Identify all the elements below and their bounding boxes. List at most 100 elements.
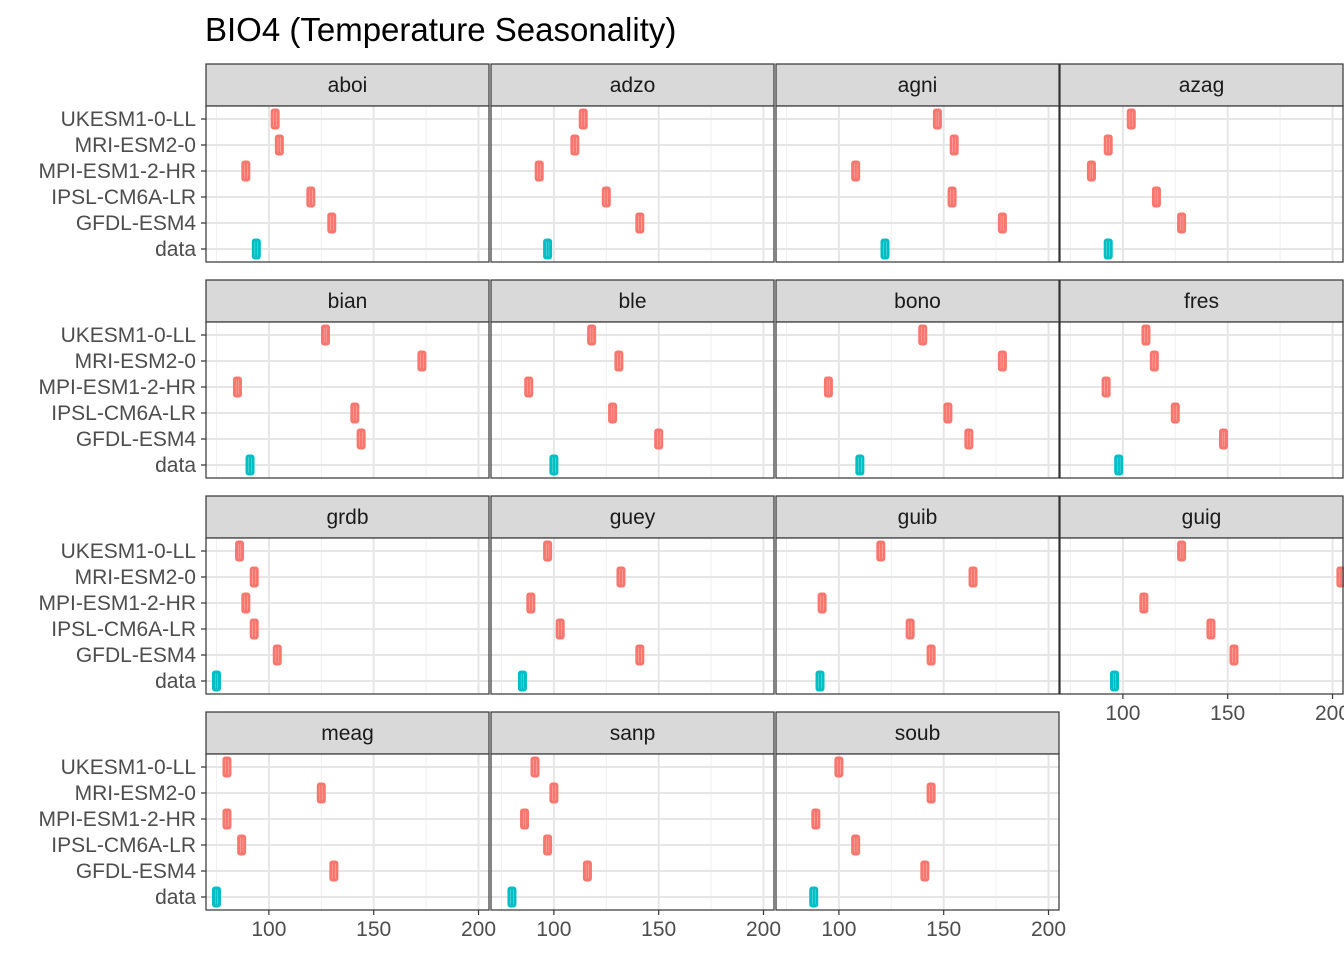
model-box bbox=[1151, 186, 1161, 208]
facet-strip bbox=[775, 495, 1060, 539]
panel-background bbox=[491, 322, 774, 478]
model-box bbox=[1170, 402, 1180, 424]
model-box bbox=[327, 212, 337, 234]
facet-panel-ble: ble bbox=[490, 279, 775, 479]
x-tick-label: 200 bbox=[461, 918, 496, 941]
facet-panel-azag: azag bbox=[1059, 63, 1344, 263]
model-box bbox=[1229, 644, 1239, 666]
y-tick-label: IPSL-CM6A-LR bbox=[51, 186, 196, 209]
facet-strip-label: azag bbox=[1179, 74, 1225, 97]
y-tick-label: MRI-ESM2-0 bbox=[75, 782, 196, 805]
x-tick-label: 150 bbox=[1210, 702, 1245, 725]
data-box bbox=[1103, 238, 1113, 260]
model-box bbox=[997, 350, 1007, 372]
model-box bbox=[968, 566, 978, 588]
model-box bbox=[949, 134, 959, 156]
x-tick-label: 200 bbox=[1315, 702, 1344, 725]
model-box bbox=[222, 808, 232, 830]
model-box bbox=[543, 834, 553, 856]
model-box bbox=[587, 324, 597, 346]
facet-strip-label: meag bbox=[321, 722, 374, 745]
model-box bbox=[932, 108, 942, 130]
model-box bbox=[851, 160, 861, 182]
facet-strip-label: bian bbox=[328, 290, 368, 313]
facet-panel-guib: guib bbox=[775, 495, 1060, 695]
facet-strip-label: guig bbox=[1182, 506, 1222, 529]
x-tick-label: 150 bbox=[356, 918, 391, 941]
x-tick-label: 200 bbox=[746, 918, 781, 941]
panel-border bbox=[1059, 321, 1344, 479]
panel-background bbox=[776, 106, 1059, 262]
model-box bbox=[601, 186, 611, 208]
facet-panel-sanp: sanp 100 150 200 bbox=[490, 711, 781, 941]
facet-strip bbox=[490, 495, 775, 539]
model-box bbox=[555, 618, 565, 640]
panel-background bbox=[1060, 106, 1343, 262]
panel-border bbox=[205, 321, 490, 479]
facet-strip-label: ble bbox=[618, 290, 646, 313]
facet-strip bbox=[775, 711, 1060, 755]
model-box bbox=[1141, 324, 1151, 346]
facet-strip bbox=[490, 63, 775, 107]
x-tick-label: 100 bbox=[821, 918, 856, 941]
y-tick-label: MRI-ESM2-0 bbox=[75, 134, 196, 157]
facet-panel-adzo: adzo bbox=[490, 63, 775, 263]
y-tick-label: MRI-ESM2-0 bbox=[75, 566, 196, 589]
y-tick-label: data bbox=[155, 454, 196, 477]
panel-border bbox=[490, 321, 775, 479]
y-tick-label: UKESM1-0-LL bbox=[61, 540, 196, 563]
facet-panel-guey: guey bbox=[490, 495, 775, 695]
model-box bbox=[926, 644, 936, 666]
data-box bbox=[517, 670, 527, 692]
y-tick-label: UKESM1-0-LL bbox=[61, 756, 196, 779]
model-box bbox=[851, 834, 861, 856]
panel-background bbox=[1060, 538, 1343, 694]
model-box bbox=[582, 860, 592, 882]
model-box bbox=[834, 756, 844, 778]
facet-strip bbox=[1059, 63, 1344, 107]
y-tick-label: data bbox=[155, 238, 196, 261]
panel-border bbox=[205, 105, 490, 263]
panel-border bbox=[490, 105, 775, 263]
facet-panel-bono: bono bbox=[775, 279, 1060, 479]
model-box bbox=[534, 160, 544, 182]
x-tick-label: 100 bbox=[536, 918, 571, 941]
panel-border bbox=[490, 753, 775, 911]
panel-background bbox=[206, 538, 489, 694]
model-box bbox=[356, 428, 366, 450]
model-box bbox=[549, 782, 559, 804]
facet-strip-label: aboi bbox=[328, 74, 368, 97]
y-tick-label: IPSL-CM6A-LR bbox=[51, 834, 196, 857]
model-box bbox=[320, 324, 330, 346]
y-tick-label: IPSL-CM6A-LR bbox=[51, 402, 196, 425]
panel-border bbox=[205, 753, 490, 911]
model-box bbox=[926, 782, 936, 804]
facet-strip bbox=[775, 279, 1060, 323]
data-box bbox=[543, 238, 553, 260]
model-box bbox=[1177, 212, 1187, 234]
data-box bbox=[815, 670, 825, 692]
facet-strip bbox=[205, 711, 490, 755]
model-box bbox=[316, 782, 326, 804]
facet-strip-label: bono bbox=[894, 290, 941, 313]
panel-border bbox=[775, 105, 1060, 263]
model-box bbox=[578, 108, 588, 130]
facet-strip bbox=[205, 495, 490, 539]
model-box bbox=[350, 402, 360, 424]
data-box bbox=[880, 238, 890, 260]
model-box bbox=[1219, 428, 1229, 450]
facet-grid: aboi UKESM1-0-LL MRI-ESM2-0 MPI-ESM1-2-HR IP… bbox=[38, 63, 1344, 941]
model-box bbox=[823, 376, 833, 398]
facet-panel-agni: agni bbox=[775, 63, 1060, 263]
model-box bbox=[964, 428, 974, 450]
panel-border bbox=[775, 537, 1060, 695]
x-tick-label: 100 bbox=[1105, 702, 1140, 725]
model-box bbox=[1206, 618, 1216, 640]
facet-strip-label: agni bbox=[898, 74, 938, 97]
data-box bbox=[855, 454, 865, 476]
model-box bbox=[817, 592, 827, 614]
model-box bbox=[270, 108, 280, 130]
y-tick-label: data bbox=[155, 886, 196, 909]
facet-panel-guig: guig 100 150 200 bbox=[1059, 495, 1344, 725]
panel-border bbox=[490, 537, 775, 695]
